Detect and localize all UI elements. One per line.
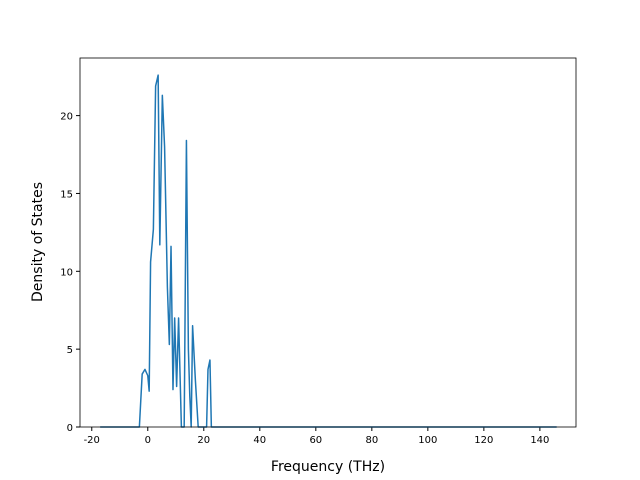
x-tick-label: 20: [197, 435, 210, 446]
x-tick-label: 60: [309, 435, 322, 446]
x-axis-label: Frequency (THz): [271, 459, 385, 475]
x-tick-label: -20: [84, 435, 100, 446]
x-tick-label: 0: [145, 435, 151, 446]
y-tick-label: 20: [60, 112, 73, 123]
x-tick-label: 80: [365, 435, 378, 446]
x-tick-label: 100: [418, 435, 437, 446]
x-tick-label: 120: [474, 435, 493, 446]
x-tick-label: 40: [253, 435, 266, 446]
y-tick-label: 5: [67, 345, 73, 356]
x-tick-label: 140: [530, 435, 549, 446]
y-axis-label: Density of States: [30, 182, 46, 302]
y-tick-label: 10: [60, 267, 73, 278]
y-tick-label: 15: [60, 189, 73, 200]
y-tick-label: 0: [67, 423, 73, 434]
plot-frame: [79, 57, 577, 428]
line-series: [100, 74, 557, 428]
